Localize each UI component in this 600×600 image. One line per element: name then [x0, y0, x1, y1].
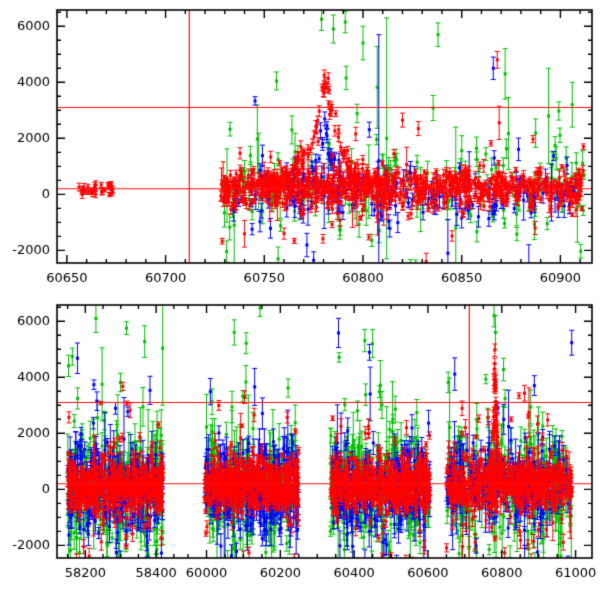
light-curve-canvas — [0, 0, 600, 600]
light-curve-figure — [0, 0, 600, 600]
